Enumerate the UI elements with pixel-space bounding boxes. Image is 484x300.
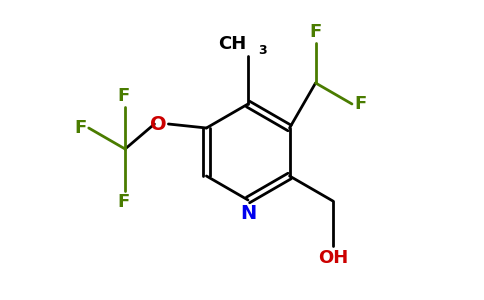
Text: N: N <box>240 204 256 223</box>
Text: CH: CH <box>218 35 246 53</box>
Text: F: F <box>75 119 87 137</box>
Text: OH: OH <box>318 249 348 267</box>
Text: F: F <box>354 95 366 113</box>
Text: F: F <box>117 87 129 105</box>
Text: F: F <box>117 193 129 211</box>
Text: O: O <box>150 115 166 134</box>
Text: F: F <box>309 23 322 41</box>
Text: 3: 3 <box>258 44 267 57</box>
